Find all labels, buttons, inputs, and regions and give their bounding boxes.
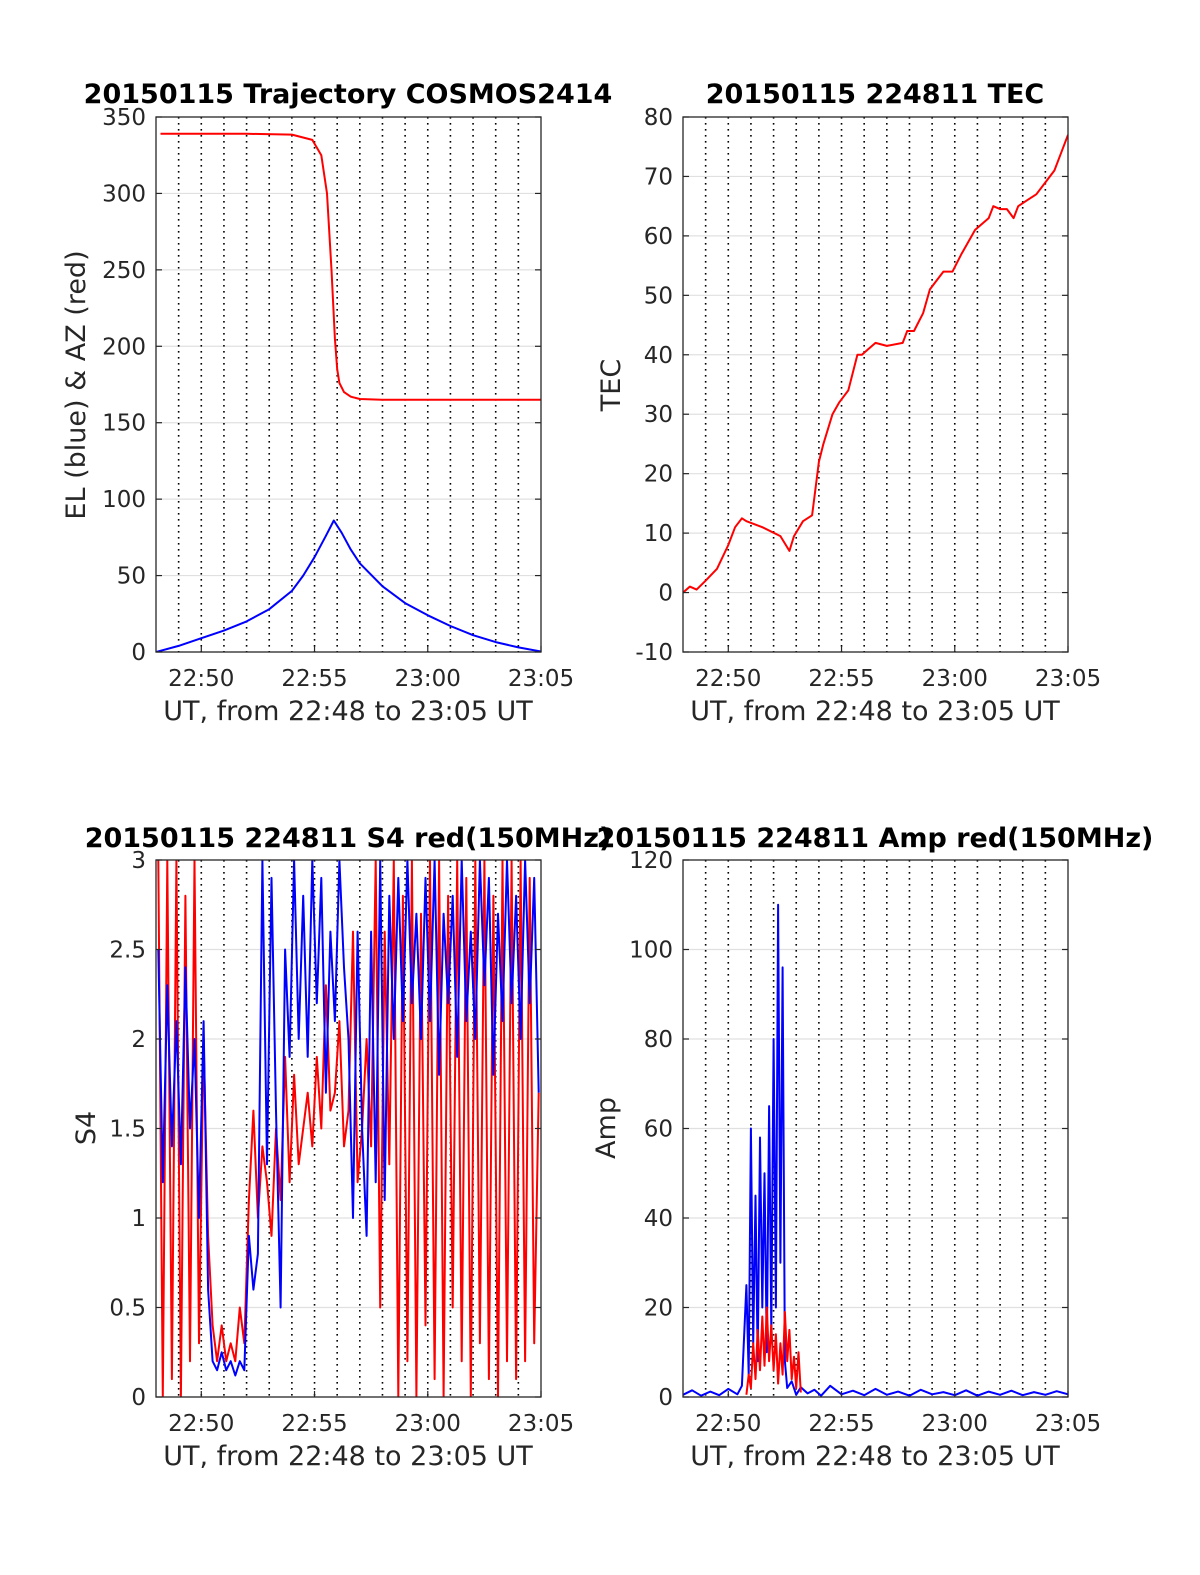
- trajectory-title: 20150115 Trajectory COSMOS2414: [84, 79, 613, 110]
- s4-xtick-label: 22:50: [168, 1411, 234, 1437]
- trajectory-ytick-label: 150: [102, 411, 146, 437]
- amp-series-line: [745, 1306, 802, 1395]
- amp-ytick-label: 120: [629, 848, 673, 874]
- trajectory-series-line: [156, 519, 541, 652]
- trajectory-panel: 0 50 100 150 200 250 300 350 22:50 22:55 23:00 23:0…: [61, 79, 612, 727]
- s4-ytick-label: 2.5: [109, 938, 146, 964]
- amp-ytick-label: 80: [644, 1027, 673, 1053]
- trajectory-ytick-label: 350: [102, 105, 146, 131]
- amp-ylabel: Amp: [591, 1097, 622, 1159]
- s4-ytick-label: 2: [131, 1027, 146, 1053]
- tec-xtick-label: 23:05: [1035, 666, 1101, 692]
- trajectory-ytick-label: 250: [102, 258, 146, 284]
- s4-xtick-label: 22:55: [281, 1411, 347, 1437]
- s4-xlabel: UT, from 22:48 to 23:05 UT: [163, 1441, 533, 1472]
- amp-ytick-label: 60: [644, 1117, 673, 1143]
- amp-panel: 0 20 40 60 80 100 120 22:50 22:55 23:00 23:05 UT, …: [591, 848, 1101, 1472]
- amp-ytick-label: 100: [629, 938, 673, 964]
- tec-title: 20150115 224811 TEC: [706, 79, 1045, 110]
- tec-ytick-label: 70: [644, 164, 673, 190]
- trajectory-axes-frame: [155, 116, 542, 653]
- s4-panel: 0 0.5 1 1.5 2 2.5 3 22:50 22:55 23:00 23:05 UT, fr…: [71, 848, 574, 1472]
- s4-ytick-label: 3: [131, 848, 146, 874]
- s4-ytick-label: 1.5: [109, 1117, 146, 1143]
- trajectory-ylabel: EL (blue) & AZ (red): [61, 250, 92, 519]
- amp-series-line: [683, 903, 1068, 1397]
- tec-ytick-label: 60: [644, 224, 673, 250]
- tec-ytick-label: 50: [644, 283, 673, 309]
- tec-ytick-label: 80: [644, 105, 673, 131]
- amp-title: 20150115 224811 Amp red(150MHz): [597, 823, 1154, 854]
- amp-ytick-label: 20: [644, 1296, 673, 1322]
- tec-ytick-label: 10: [644, 521, 673, 547]
- trajectory-ytick-label: 100: [102, 487, 146, 513]
- trajectory-ytick-label: 0: [131, 640, 146, 666]
- tec-ytick-label: 20: [644, 462, 673, 488]
- s4-ytick-label: 1: [131, 1206, 146, 1232]
- amp-ytick-label: 40: [644, 1206, 673, 1232]
- trajectory-xtick-label: 22:55: [281, 666, 347, 692]
- trajectory-ytick-label: 300: [102, 181, 146, 207]
- tec-ytick-label: 30: [644, 402, 673, 428]
- trajectory-xtick-label: 22:50: [168, 666, 234, 692]
- amp-xlabel: UT, from 22:48 to 23:05 UT: [690, 1441, 1060, 1472]
- tec-xtick-label: 22:55: [808, 666, 874, 692]
- tec-xtick-label: 23:00: [922, 666, 988, 692]
- tec-ytick-label: 40: [644, 343, 673, 369]
- s4-series-line: [157, 860, 540, 1397]
- s4-ytick-label: 0.5: [109, 1296, 146, 1322]
- s4-ylabel: S4: [71, 1111, 102, 1145]
- s4-title: 20150115 224811 S4 red(150MHz): [85, 823, 612, 854]
- s4-series-line: [157, 860, 540, 1377]
- trajectory-ytick-label: 200: [102, 334, 146, 360]
- trajectory-xtick-label: 23:00: [395, 666, 461, 692]
- amp-ytick-label: 0: [658, 1385, 673, 1411]
- tec-xlabel: UT, from 22:48 to 23:05 UT: [690, 696, 1060, 727]
- s4-xtick-label: 23:05: [508, 1411, 574, 1437]
- tec-ytick-label: -10: [635, 640, 673, 666]
- trajectory-xtick-label: 23:05: [508, 666, 574, 692]
- tec-ylabel: TEC: [596, 359, 627, 412]
- trajectory-ytick-label: 50: [117, 564, 146, 590]
- tec-axes-frame: [682, 116, 1069, 653]
- tec-panel: -10 0 10 20 30 40 50 60 70 80 22:50 22:55 23:00 23:05…: [596, 79, 1101, 727]
- amp-xtick-label: 22:55: [808, 1411, 874, 1437]
- s4-ytick-label: 0: [131, 1385, 146, 1411]
- tec-series-line: [683, 134, 1068, 594]
- trajectory-xlabel: UT, from 22:48 to 23:05 UT: [163, 696, 533, 727]
- amp-xtick-label: 23:05: [1035, 1411, 1101, 1437]
- tec-ytick-label: 0: [658, 581, 673, 607]
- amp-xtick-label: 22:50: [695, 1411, 761, 1437]
- trajectory-series-line: [160, 132, 541, 401]
- amp-xtick-label: 23:00: [922, 1411, 988, 1437]
- s4-xtick-label: 23:00: [395, 1411, 461, 1437]
- tec-xtick-label: 22:50: [695, 666, 761, 692]
